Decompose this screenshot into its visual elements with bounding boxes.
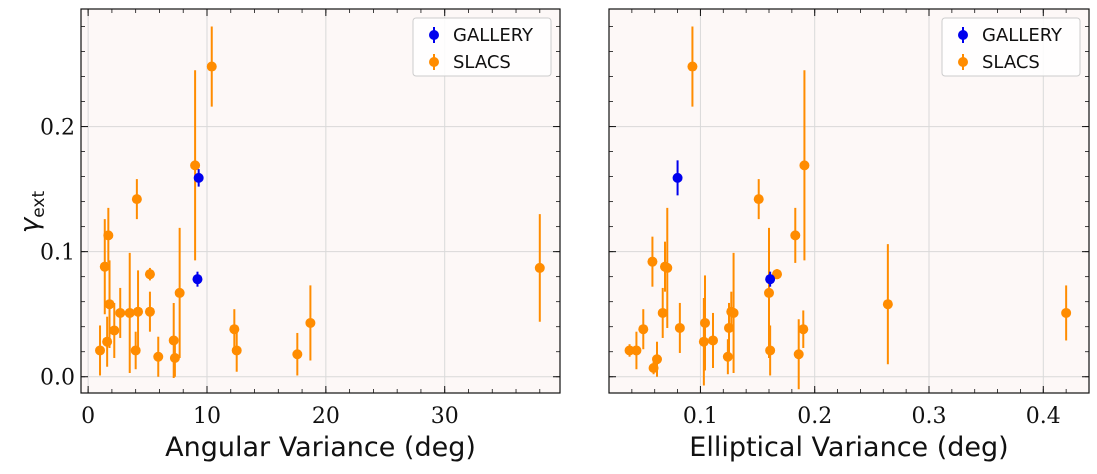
data-point xyxy=(772,269,782,280)
plot-frame xyxy=(608,8,1090,394)
angular-variance-panel: 0 10 20 30 0.0 0.1 0.2 Angular Variance (deg) GA… xyxy=(40,8,561,463)
series-gallery xyxy=(672,160,776,287)
data-point xyxy=(652,354,662,365)
legend: GALLERY SLACS xyxy=(412,17,552,77)
data-point xyxy=(102,336,113,347)
y-tick-label: 0.1 xyxy=(40,241,75,266)
data-point xyxy=(133,306,144,317)
series-slacs xyxy=(624,26,1072,390)
legend-label: SLACS xyxy=(453,52,511,73)
plot-frame xyxy=(80,8,561,394)
legend-label: GALLERY xyxy=(982,25,1063,46)
data-point xyxy=(229,324,240,335)
data-point xyxy=(631,345,642,356)
legend-marker xyxy=(958,57,968,67)
legend-label: SLACS xyxy=(982,52,1040,73)
data-point xyxy=(174,287,185,298)
legend-marker xyxy=(958,30,968,40)
data-point xyxy=(765,345,776,356)
data-point xyxy=(662,262,673,273)
data-point xyxy=(674,322,685,333)
x-axis-label: Angular Variance (deg) xyxy=(165,432,476,463)
x-tick-label: 0.3 xyxy=(912,404,947,429)
data-point xyxy=(708,335,718,346)
data-point xyxy=(190,160,201,171)
y-tick-label: 0.0 xyxy=(40,366,75,391)
data-point xyxy=(657,307,668,318)
x-tick-label: 0.1 xyxy=(683,404,718,429)
data-point xyxy=(109,325,120,336)
data-point xyxy=(672,172,683,183)
data-point xyxy=(115,307,126,318)
data-point xyxy=(700,317,710,328)
data-point xyxy=(724,322,734,333)
data-point xyxy=(793,349,804,360)
y-axis-label-main: γ xyxy=(15,216,45,233)
legend-label: GALLERY xyxy=(453,25,534,46)
legend-box xyxy=(412,17,552,77)
data-point xyxy=(647,256,658,267)
data-point xyxy=(292,349,303,360)
data-point xyxy=(95,345,106,356)
legend-marker xyxy=(429,57,439,67)
data-point xyxy=(124,307,135,318)
data-point xyxy=(753,194,764,205)
data-point xyxy=(169,352,180,363)
data-point xyxy=(638,324,649,335)
data-point xyxy=(882,299,893,310)
data-point xyxy=(728,307,739,318)
data-point xyxy=(1061,307,1072,318)
x-tick-label: 0.2 xyxy=(797,404,832,429)
data-point xyxy=(103,230,114,241)
data-point xyxy=(131,194,142,205)
data-point xyxy=(698,336,709,347)
data-point xyxy=(130,345,141,356)
data-point xyxy=(687,61,698,72)
data-point xyxy=(534,262,545,273)
data-point xyxy=(192,274,203,285)
data-point xyxy=(305,317,316,328)
data-point xyxy=(764,287,774,298)
data-point xyxy=(144,306,155,317)
y-axis-label-sub: ext xyxy=(29,191,49,218)
legend-box xyxy=(941,17,1081,77)
x-tick-label: 0.4 xyxy=(1026,404,1061,429)
x-tick-label: 0 xyxy=(81,404,95,429)
data-point xyxy=(193,172,204,183)
data-point xyxy=(624,345,635,356)
data-point xyxy=(790,230,801,241)
data-point xyxy=(99,261,110,272)
series-slacs xyxy=(95,26,545,378)
x-tick-label: 30 xyxy=(431,404,459,429)
elliptical-variance-panel: 0.1 0.2 0.3 0.4 Elliptical Variance (deg) GAL… xyxy=(608,8,1090,463)
legend: GALLERY SLACS xyxy=(941,17,1081,77)
data-point xyxy=(798,324,809,335)
data-point xyxy=(765,274,776,285)
data-point xyxy=(168,335,179,346)
y-axis-label: γext xyxy=(15,191,49,234)
legend-marker xyxy=(429,30,439,40)
data-point xyxy=(104,299,115,310)
series-gallery xyxy=(192,169,204,287)
data-point xyxy=(144,269,155,280)
x-tick-label: 10 xyxy=(193,404,221,429)
y-tick-label: 0.2 xyxy=(40,116,75,141)
data-point xyxy=(799,160,810,171)
x-axis-label: Elliptical Variance (deg) xyxy=(689,432,1008,463)
x-tick-label: 20 xyxy=(312,404,340,429)
data-point xyxy=(231,345,242,356)
data-point xyxy=(722,351,733,362)
data-point xyxy=(206,61,217,72)
data-point xyxy=(153,351,164,362)
